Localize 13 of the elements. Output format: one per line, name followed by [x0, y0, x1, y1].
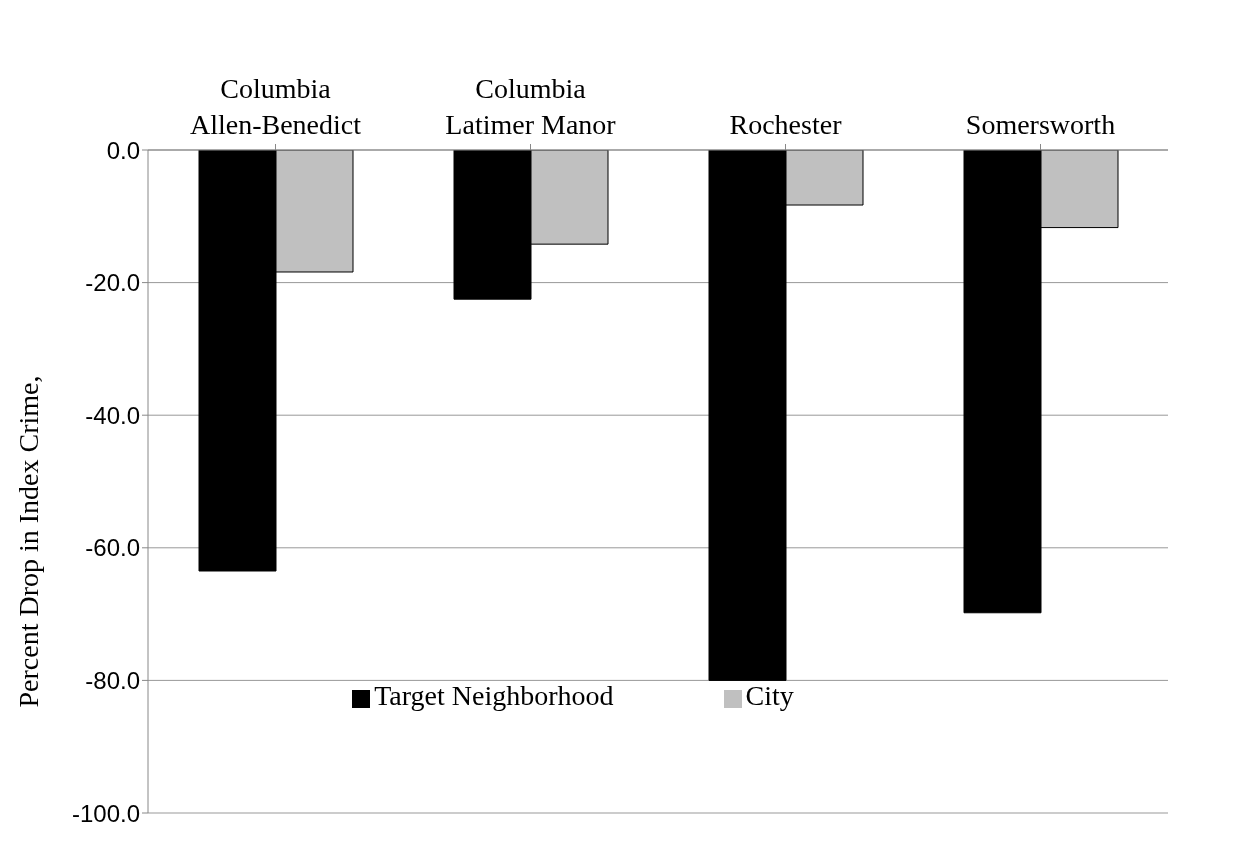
- x-tick-label: Rochester: [729, 109, 843, 140]
- y-tick-label: -100.0: [71, 799, 140, 827]
- x-tick-label: Columbia Allen-Benedict: [189, 73, 362, 140]
- y-tick-label: 0.0: [106, 136, 140, 164]
- y-tick-label: -60.0: [85, 534, 140, 562]
- x-tick-label: Columbia Latimer Manor: [445, 73, 617, 140]
- x-tick-label: Somersworth: [965, 109, 1116, 140]
- legend-label: City: [745, 680, 794, 711]
- y-tick-label: -40.0: [85, 401, 140, 429]
- legend-label: Target Neighborhood: [374, 680, 614, 711]
- y-tick-label: -80.0: [85, 666, 140, 694]
- y-tick-label: -20.0: [85, 269, 140, 297]
- y-axis-title: Percent Drop in Index Crime,: [12, 375, 44, 708]
